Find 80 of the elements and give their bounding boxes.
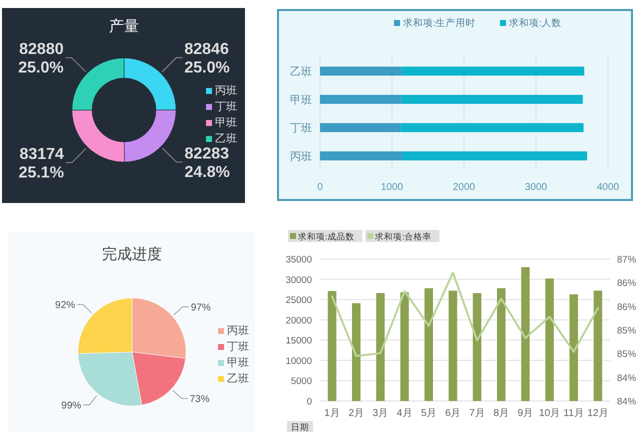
legend-label: 乙班	[227, 372, 249, 385]
x-tick-label: 2000	[452, 182, 476, 193]
bar	[448, 290, 458, 401]
x-tick-label: 2月	[348, 408, 364, 419]
data-label: 82880 25.0%	[18, 41, 64, 77]
y-tick-label: 5000	[290, 376, 312, 388]
bar	[320, 151, 402, 160]
bar	[472, 293, 482, 401]
data-label: 99%	[61, 400, 82, 412]
y-tick-label: 30000	[286, 274, 312, 286]
bar	[570, 294, 578, 401]
x-tick-label: 9月	[518, 408, 534, 419]
legend-label: 乙班	[215, 132, 237, 145]
legend-label: 丁班	[227, 340, 249, 353]
bar	[424, 288, 433, 401]
y-tick-label: 丙班	[290, 150, 312, 163]
x-tick-label: 1月	[324, 408, 340, 419]
x-tick-label: 1000	[380, 182, 404, 193]
x-tick-label: 7月	[469, 408, 485, 419]
bar	[402, 151, 588, 160]
y2-tick-label: 84%	[617, 396, 637, 408]
bar	[376, 293, 385, 401]
x-tick-label: 3000	[524, 182, 548, 193]
data-label: 82846 25.0%	[184, 41, 230, 76]
bar	[320, 123, 401, 132]
data-label: 83174 25.1%	[18, 146, 64, 182]
bar	[352, 303, 360, 401]
legend-label: 甲班	[227, 356, 249, 369]
bar	[320, 94, 402, 104]
x-tick-label: 6月	[445, 408, 461, 419]
x-tick-label: 10月	[539, 408, 560, 419]
bar	[594, 290, 602, 401]
text: 日期	[291, 422, 309, 432]
x-tick-label: 11月	[564, 408, 584, 419]
y-tick-label: 10000	[286, 356, 312, 367]
y-tick-label: 15000	[286, 336, 312, 347]
y-tick-label: 0	[306, 396, 312, 408]
data-label: 97%	[190, 302, 211, 314]
x-tick-label: 4000	[596, 182, 620, 193]
bar	[320, 66, 402, 76]
y2-tick-label: 86%	[617, 302, 637, 313]
y-tick-label: 乙班	[290, 65, 312, 78]
legend-label: 求和项:生产用时	[403, 17, 476, 29]
legend-label: 丁班	[215, 100, 237, 113]
bar	[401, 66, 584, 76]
data-label: 92%	[55, 300, 76, 312]
y2-tick-label: 87%	[617, 254, 637, 266]
bar	[497, 288, 506, 401]
legend-label: 丙班	[215, 84, 237, 97]
bar	[400, 123, 584, 132]
x-tick-label: 5月	[420, 408, 437, 419]
y2-tick-label: 85%	[617, 349, 637, 360]
y-tick-label: 甲班	[290, 93, 312, 106]
x-tick-label: 0	[317, 182, 324, 193]
y2-tick-label: 86%	[617, 278, 637, 290]
line-series	[331, 272, 599, 358]
bar	[401, 94, 583, 104]
y2-tick-label: 84%	[617, 372, 637, 384]
x-tick-label: 3月	[372, 408, 388, 419]
legend-label: 求和项:成品数	[298, 232, 354, 242]
x-tick-label: 4月	[396, 408, 412, 419]
data-label: 82283 24.8%	[184, 146, 230, 181]
y-tick-label: 丁班	[290, 122, 312, 135]
x-tick-label: 12月	[587, 408, 608, 419]
y2-tick-label: 85%	[617, 326, 637, 336]
bar	[545, 278, 554, 401]
chart-title: 产量	[109, 18, 139, 35]
x-tick-label: 8月	[493, 408, 510, 419]
y-tick-label: 25000	[286, 295, 312, 306]
bar	[400, 292, 409, 401]
bar	[521, 267, 530, 401]
legend-label: 丙班	[227, 324, 249, 337]
legend-label: 求和项:人数	[509, 17, 562, 29]
legend-label: 求和项:合格率	[375, 232, 432, 242]
y-tick-label: 35000	[286, 254, 312, 266]
chart-title: 完成进度	[102, 246, 162, 263]
y-tick-label: 20000	[286, 315, 312, 326]
legend-label: 甲班	[215, 116, 237, 129]
bar	[328, 291, 336, 401]
data-label: 73%	[190, 394, 210, 405]
